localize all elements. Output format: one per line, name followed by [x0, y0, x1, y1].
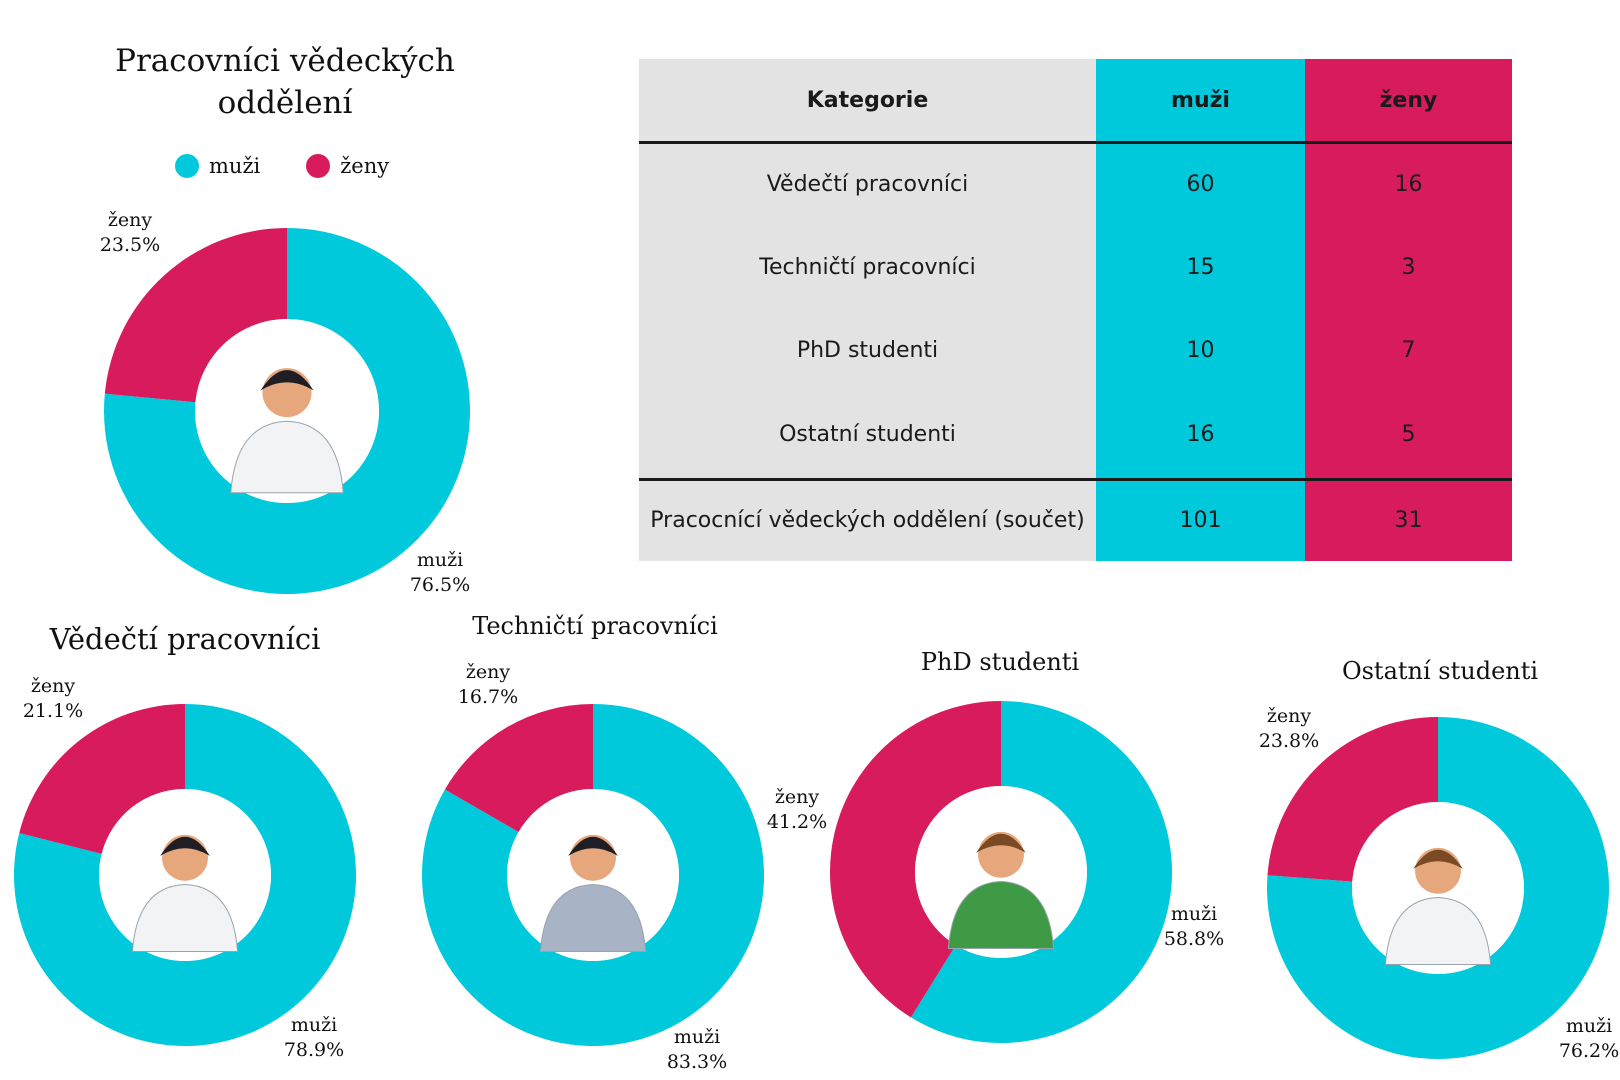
header-muzi: muži — [1171, 87, 1230, 113]
donut-4-label-zeny-name: ženy — [1266, 705, 1312, 727]
donut-3-label-muzi-percent: 58.8% — [1163, 928, 1225, 950]
donut-0-label-zeny-percent: 23.5% — [99, 234, 161, 256]
donut-2-label-muzi-percent: 83.3% — [666, 1051, 728, 1073]
main-title-line1: Pracovníci vědeckých — [115, 43, 455, 79]
main-title-line2: oddělení — [217, 85, 353, 121]
donut-3-slice-muzi — [910, 701, 1173, 1043]
row-category: PhD studenti — [796, 338, 939, 363]
donut-1-label-zeny-percent: 21.1% — [22, 700, 84, 722]
total-divider — [639, 478, 1512, 481]
donut-3-label-muzi-name: muži — [1170, 903, 1218, 925]
kid-scientist-icon — [1384, 847, 1492, 965]
donut-2-label-zeny: ženy 16.7% — [433, 660, 543, 710]
donut-4-slice-zeny — [1267, 717, 1438, 882]
header-kategorie: Kategorie — [806, 87, 929, 113]
donut-3-title: PhD studenti — [920, 648, 1080, 676]
donut-0-label-muzi-name: muži — [416, 549, 464, 571]
donut-1-label-zeny-name: ženy — [30, 675, 76, 697]
row-zeny: 16 — [1394, 172, 1423, 197]
main-chart-title: Pracovníci vědeckých oddělení — [80, 40, 490, 124]
row-muzi: 15 — [1186, 255, 1215, 280]
donut-1-title: Vědečtí pracovníci — [49, 622, 321, 656]
row-muzi: 10 — [1186, 338, 1215, 363]
donut-0-slice-muzi — [104, 228, 470, 594]
total-muzi: 101 — [1179, 508, 1222, 533]
scientist-man-flask-icon — [131, 834, 239, 952]
row-zeny: 7 — [1401, 338, 1416, 363]
donut-0-slice-zeny — [104, 228, 287, 403]
donut-0-label-muzi-percent: 76.5% — [409, 574, 471, 596]
header-zeny: ženy — [1379, 87, 1438, 113]
student-blackboard-icon — [947, 831, 1055, 949]
legend-item-muzi: muži — [175, 154, 260, 178]
row-zeny: 3 — [1401, 255, 1416, 280]
donut-1-slice-muzi — [14, 704, 357, 1046]
donut-4-label-zeny: ženy 23.8% — [1234, 704, 1344, 754]
donut-3-label-zeny: ženy 41.2% — [742, 785, 852, 835]
donut-3-label-muzi: muži 58.8% — [1139, 902, 1249, 952]
legend-dot-muzi-icon — [175, 154, 199, 178]
legend-dot-zeny-icon — [306, 154, 331, 178]
donut-2-label-zeny-name: ženy — [465, 661, 511, 683]
donut-1-label-muzi-percent: 78.9% — [283, 1039, 345, 1061]
total-zeny: 31 — [1394, 508, 1423, 533]
donut-1-label-muzi-name: muži — [290, 1014, 338, 1036]
row-muzi: 60 — [1186, 172, 1215, 197]
legend-label-zeny: ženy — [340, 154, 390, 178]
donut-2-slice-zeny — [444, 704, 593, 832]
donut-1-label-zeny: ženy 21.1% — [0, 674, 108, 724]
row-muzi: 16 — [1186, 422, 1215, 447]
donut-4-label-muzi-percent: 76.2% — [1558, 1040, 1620, 1062]
row-category: Ostatní studenti — [779, 422, 956, 447]
donut-4-title: Ostatní studenti — [1341, 657, 1539, 685]
donut-1-slice-zeny — [19, 704, 185, 854]
donut-2-slice-muzi — [422, 704, 764, 1046]
legend-item-zeny: ženy — [306, 154, 389, 178]
row-category: Vědečtí pracovníci — [766, 172, 969, 197]
legend: muži ženy — [175, 154, 389, 178]
donut-4-label-muzi-name: muži — [1565, 1015, 1613, 1037]
donut-3-label-zeny-percent: 41.2% — [766, 811, 828, 833]
donut-2-label-muzi-name: muži — [673, 1026, 721, 1048]
donut-2-label-muzi: muži 83.3% — [642, 1025, 752, 1075]
donut-1-label-muzi: muži 78.9% — [259, 1013, 369, 1063]
donut-3-slice-zeny — [830, 701, 1001, 1018]
donut-4-slice-muzi — [1267, 717, 1610, 1059]
donut-2-title: Techničtí pracovníci — [472, 612, 718, 640]
row-category: Techničtí pracovníci — [759, 255, 976, 280]
donut-0-label-muzi: muži 76.5% — [385, 548, 495, 598]
donut-0-label-zeny-name: ženy — [107, 209, 153, 231]
legend-label-muzi: muži — [209, 154, 261, 178]
donut-4-label-muzi: muži 76.2% — [1534, 1014, 1620, 1064]
row-zeny: 5 — [1401, 422, 1416, 447]
scientist-woman-microscope-icon — [230, 368, 344, 494]
donut-0-label-zeny: ženy 23.5% — [75, 208, 185, 258]
data-table: Kategorie muži ženy Vědečtí pracovníci 60… — [639, 59, 1512, 561]
total-label: Pracocnící vědeckých oddělení (součet) — [650, 508, 1085, 533]
technician-soldering-icon — [539, 834, 647, 952]
donut-4-label-zeny-percent: 23.8% — [1258, 730, 1320, 752]
header-divider — [639, 141, 1512, 144]
donut-3-label-zeny-name: ženy — [774, 786, 820, 808]
donut-2-label-zeny-percent: 16.7% — [457, 686, 519, 708]
